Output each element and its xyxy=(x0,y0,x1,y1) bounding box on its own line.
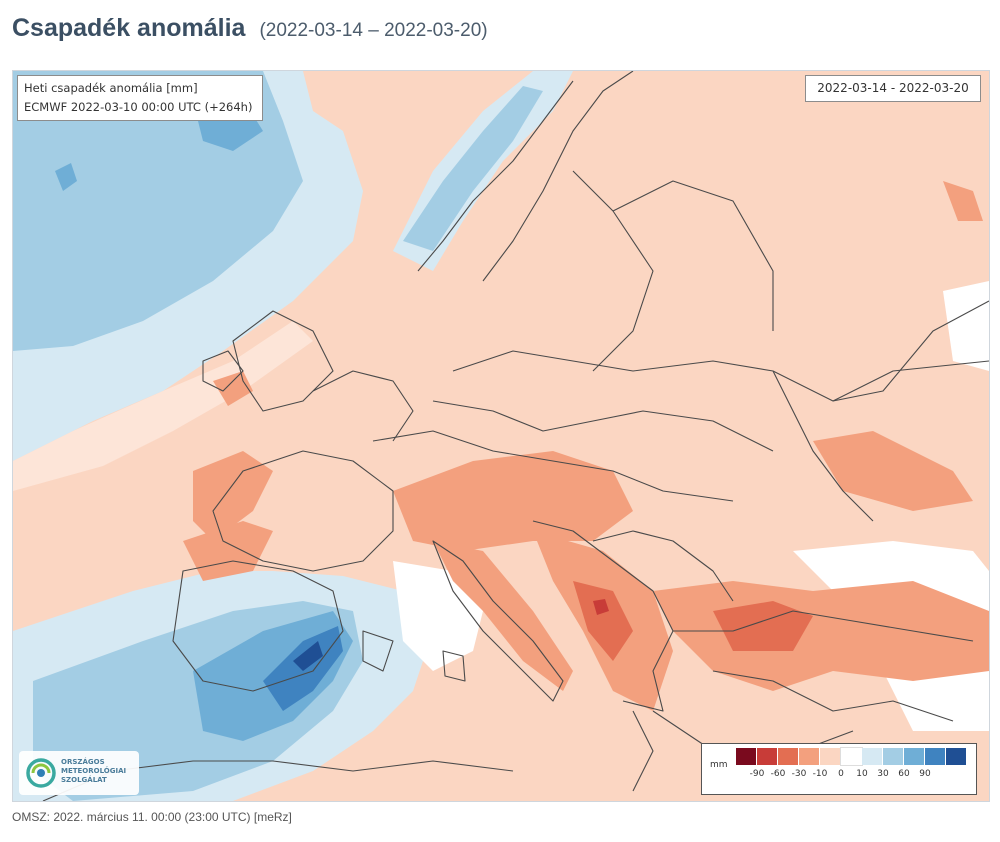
russia-neutral xyxy=(943,281,989,371)
legend-swatch xyxy=(736,748,757,765)
anatolia-dry-strong xyxy=(713,601,813,651)
legend-tick-label: 30 xyxy=(877,769,889,779)
omsz-logo: ORSZÁGOS METEOROLÓGIAI SZOLGÁLAT xyxy=(19,751,139,795)
anomaly-map[interactable]: Heti csapadék anomália [mm] ECMWF 2022-0… xyxy=(12,70,990,802)
anatolia-dry xyxy=(653,581,989,691)
iberia-wet-extreme xyxy=(293,641,323,671)
info-model-run: ECMWF 2022-03-10 00:00 UTC (+264h) xyxy=(24,100,253,114)
legend-swatch xyxy=(904,748,925,765)
atlantic-wet-strong-b xyxy=(55,163,77,191)
map-canvas xyxy=(13,71,989,801)
legend-swatches xyxy=(736,747,967,766)
legend-swatch xyxy=(820,748,841,765)
logo-text: ORSZÁGOS METEOROLÓGIAI SZOLGÁLAT xyxy=(61,758,127,784)
norway-wet-moderate xyxy=(403,86,543,251)
legend-swatch xyxy=(862,748,883,765)
legend-tick-label: -10 xyxy=(812,769,828,779)
info-variable: Heti csapadék anomália [mm] xyxy=(24,81,198,95)
legend-swatch xyxy=(840,747,863,766)
italy-dry xyxy=(433,541,573,691)
legend-unit: mm xyxy=(710,760,728,770)
color-legend: mm -90 -60 -30 -10 0 10 30 60 90 xyxy=(701,743,977,795)
legend-swatch xyxy=(946,748,967,765)
legend-swatch xyxy=(757,748,778,765)
legend-tick-label: -90 xyxy=(749,769,765,779)
page-title: Csapadék anomália xyxy=(12,14,246,42)
ukraine-dry xyxy=(813,431,973,511)
balkans-dry-strong xyxy=(573,581,633,661)
legend-swatch xyxy=(925,748,946,765)
legend-tick-label: 0 xyxy=(838,769,844,779)
legend-tick-label: -30 xyxy=(791,769,807,779)
legend-tick-label: -60 xyxy=(770,769,786,779)
russia-dry-patch xyxy=(943,181,983,221)
alps-dry xyxy=(393,451,633,551)
period-label: 2022-03-14 - 2022-03-20 xyxy=(805,75,981,102)
footer-credit: OMSZ: 2022. március 11. 00:00 (23:00 UTC… xyxy=(12,810,292,824)
legend-tick-label: 90 xyxy=(919,769,931,779)
map-info-box: Heti csapadék anomália [mm] ECMWF 2022-0… xyxy=(17,75,263,121)
date-range: (2022-03-14 – 2022-03-20) xyxy=(259,20,488,41)
header: Csapadék anomália (2022-03-14 – 2022-03-… xyxy=(12,14,488,48)
legend-tick-label: 10 xyxy=(856,769,868,779)
france-dry xyxy=(193,451,273,541)
legend-tick-label: 60 xyxy=(898,769,910,779)
legend-swatch xyxy=(883,748,904,765)
omsz-logo-icon xyxy=(26,758,56,788)
legend-swatch xyxy=(799,748,820,765)
legend-ticks: -90 -60 -30 -10 0 10 30 60 90 xyxy=(736,769,967,783)
albania-dry-extreme xyxy=(593,599,609,615)
legend-swatch xyxy=(778,748,799,765)
